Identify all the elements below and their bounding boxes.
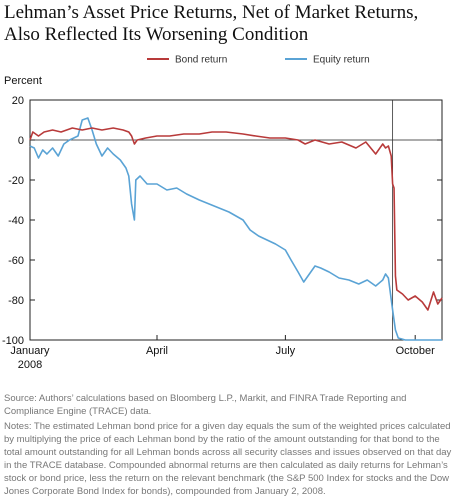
x-tick-label: July [276,345,296,357]
bond-return-line [29,127,443,311]
x-tick-label: April [146,345,168,357]
legend-label-bond: Bond return [175,55,227,66]
chart-title-line-2: Also Reflected Its Worsening Condition [4,24,309,45]
y-tick-label: -20 [8,175,24,187]
y-tick-label: -40 [8,215,24,227]
series-layer [29,117,443,341]
x-axis: January 2008 April July October [10,335,435,371]
plot-frame [29,99,443,341]
x-tick-label: October [396,345,435,357]
source-note: Source: Authors’ calculations based on B… [4,393,407,417]
x-tick-label: January [10,345,50,357]
line-chart: Bond return Equity return Percent 20 0 -20 -… [2,55,443,371]
legend-label-equity: Equity return [313,55,370,66]
chart-title: Lehman’s Asset Price Returns, Net of Mar… [4,2,456,46]
notes-text: Notes: The estimated Lehman bond price f… [4,421,452,497]
y-axis-label: Percent [4,75,42,87]
chart-title-line-1: Lehman’s Asset Price Returns, Net of Mar… [4,2,419,23]
y-tick-label: 0 [18,135,24,147]
chart-legend: Bond return Equity return [147,55,370,66]
y-tick-label: -100 [2,335,24,347]
x-tick-label: 2008 [18,359,42,371]
equity-return-line [29,117,442,341]
y-tick-label: 20 [12,95,24,107]
y-tick-label: -80 [8,295,24,307]
y-tick-label: -60 [8,255,24,267]
